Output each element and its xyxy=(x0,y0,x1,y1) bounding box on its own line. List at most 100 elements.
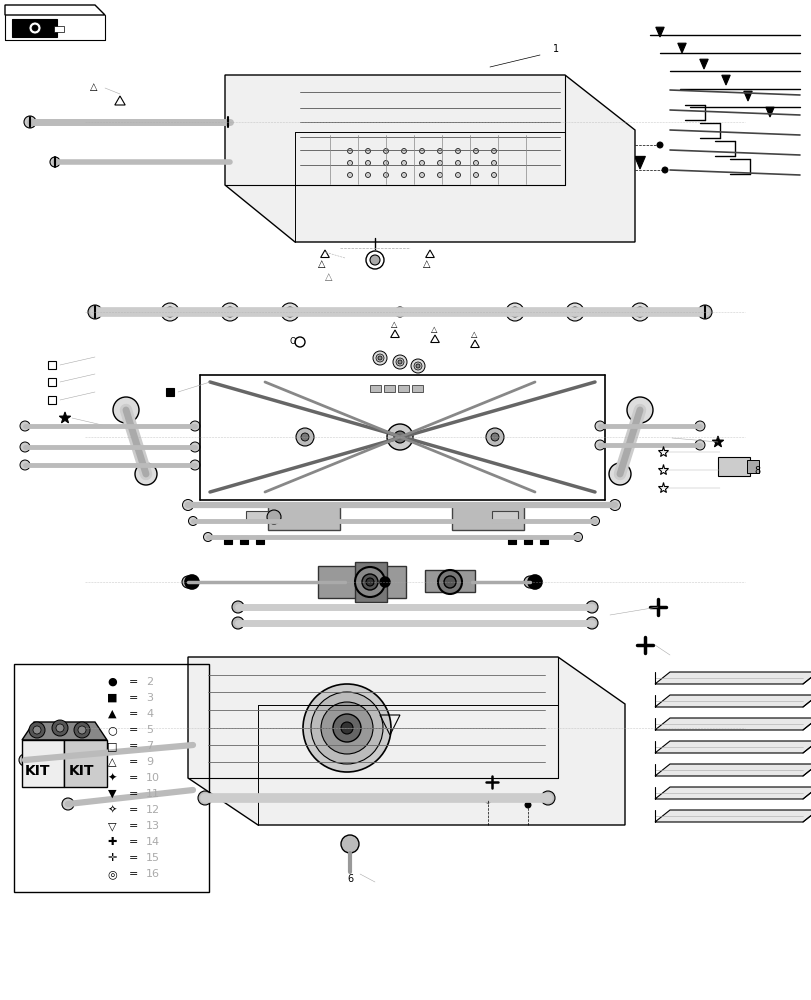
Circle shape xyxy=(113,397,139,423)
Bar xyxy=(165,388,174,396)
Text: 5: 5 xyxy=(146,725,152,735)
Bar xyxy=(318,566,406,598)
Text: 11: 11 xyxy=(146,789,160,799)
Polygon shape xyxy=(654,810,811,822)
Text: ◎: ◎ xyxy=(107,869,117,879)
Text: =: = xyxy=(129,821,138,831)
Circle shape xyxy=(383,149,388,154)
Circle shape xyxy=(365,161,370,166)
Circle shape xyxy=(267,510,281,524)
Circle shape xyxy=(347,173,352,178)
Circle shape xyxy=(410,359,424,373)
Circle shape xyxy=(225,307,234,317)
Circle shape xyxy=(19,754,31,766)
Circle shape xyxy=(540,791,554,805)
Circle shape xyxy=(135,463,157,485)
Circle shape xyxy=(190,421,200,431)
Circle shape xyxy=(78,726,86,734)
Text: △: △ xyxy=(324,272,332,282)
Circle shape xyxy=(455,161,460,166)
Circle shape xyxy=(365,149,370,154)
Bar xyxy=(397,385,409,392)
Bar xyxy=(268,504,340,530)
Bar xyxy=(452,504,523,530)
Polygon shape xyxy=(634,156,645,169)
Text: △: △ xyxy=(423,259,430,269)
Text: △: △ xyxy=(470,330,477,339)
Circle shape xyxy=(74,722,90,738)
Circle shape xyxy=(301,433,309,441)
Polygon shape xyxy=(721,75,729,85)
Text: =: = xyxy=(129,789,138,799)
Circle shape xyxy=(296,428,314,446)
Text: △: △ xyxy=(108,757,116,767)
Circle shape xyxy=(88,305,102,319)
Text: O: O xyxy=(290,337,296,346)
Circle shape xyxy=(20,421,30,431)
Circle shape xyxy=(630,303,648,321)
Circle shape xyxy=(419,173,424,178)
Polygon shape xyxy=(654,672,811,684)
Circle shape xyxy=(491,433,499,441)
Circle shape xyxy=(697,305,711,319)
Circle shape xyxy=(609,499,620,510)
Bar xyxy=(255,536,264,544)
Circle shape xyxy=(491,149,496,154)
Circle shape xyxy=(565,303,583,321)
Circle shape xyxy=(415,364,419,368)
Bar xyxy=(746,460,758,473)
Circle shape xyxy=(473,149,478,154)
Circle shape xyxy=(573,532,581,542)
Text: 16: 16 xyxy=(146,869,160,879)
Text: =: = xyxy=(129,725,138,735)
Circle shape xyxy=(527,575,541,589)
Text: ▲: ▲ xyxy=(108,709,116,719)
Circle shape xyxy=(232,601,243,613)
Circle shape xyxy=(370,255,380,265)
Circle shape xyxy=(20,442,30,452)
Text: 10: 10 xyxy=(146,773,160,783)
Circle shape xyxy=(285,307,294,317)
Text: ✚: ✚ xyxy=(107,837,117,847)
Circle shape xyxy=(311,692,383,764)
Text: 14: 14 xyxy=(146,837,160,847)
Text: =: = xyxy=(129,837,138,847)
Circle shape xyxy=(198,791,212,805)
Circle shape xyxy=(594,440,604,450)
Circle shape xyxy=(182,576,194,588)
Circle shape xyxy=(366,578,374,586)
Polygon shape xyxy=(711,436,723,447)
Bar xyxy=(370,385,380,392)
Polygon shape xyxy=(699,59,707,69)
Polygon shape xyxy=(654,718,811,730)
Circle shape xyxy=(419,161,424,166)
Circle shape xyxy=(52,720,68,736)
Circle shape xyxy=(378,356,381,360)
Bar xyxy=(48,361,56,369)
Polygon shape xyxy=(188,657,624,825)
Circle shape xyxy=(401,173,406,178)
Circle shape xyxy=(190,442,200,452)
Polygon shape xyxy=(654,787,811,799)
Bar xyxy=(12,19,57,37)
Circle shape xyxy=(221,303,238,321)
Circle shape xyxy=(50,157,60,167)
Text: ●: ● xyxy=(107,677,117,687)
Text: =: = xyxy=(129,869,138,879)
Circle shape xyxy=(33,726,41,734)
Circle shape xyxy=(608,463,630,485)
Circle shape xyxy=(393,355,406,369)
Circle shape xyxy=(444,576,456,588)
Circle shape xyxy=(161,303,178,321)
Text: =: = xyxy=(129,805,138,815)
Text: KIT: KIT xyxy=(25,764,50,778)
Circle shape xyxy=(401,161,406,166)
Circle shape xyxy=(473,173,478,178)
Bar xyxy=(539,536,547,544)
Circle shape xyxy=(455,173,460,178)
Circle shape xyxy=(626,397,652,423)
Circle shape xyxy=(634,307,644,317)
Circle shape xyxy=(586,601,597,613)
Text: 8: 8 xyxy=(753,466,759,476)
Circle shape xyxy=(387,424,413,450)
